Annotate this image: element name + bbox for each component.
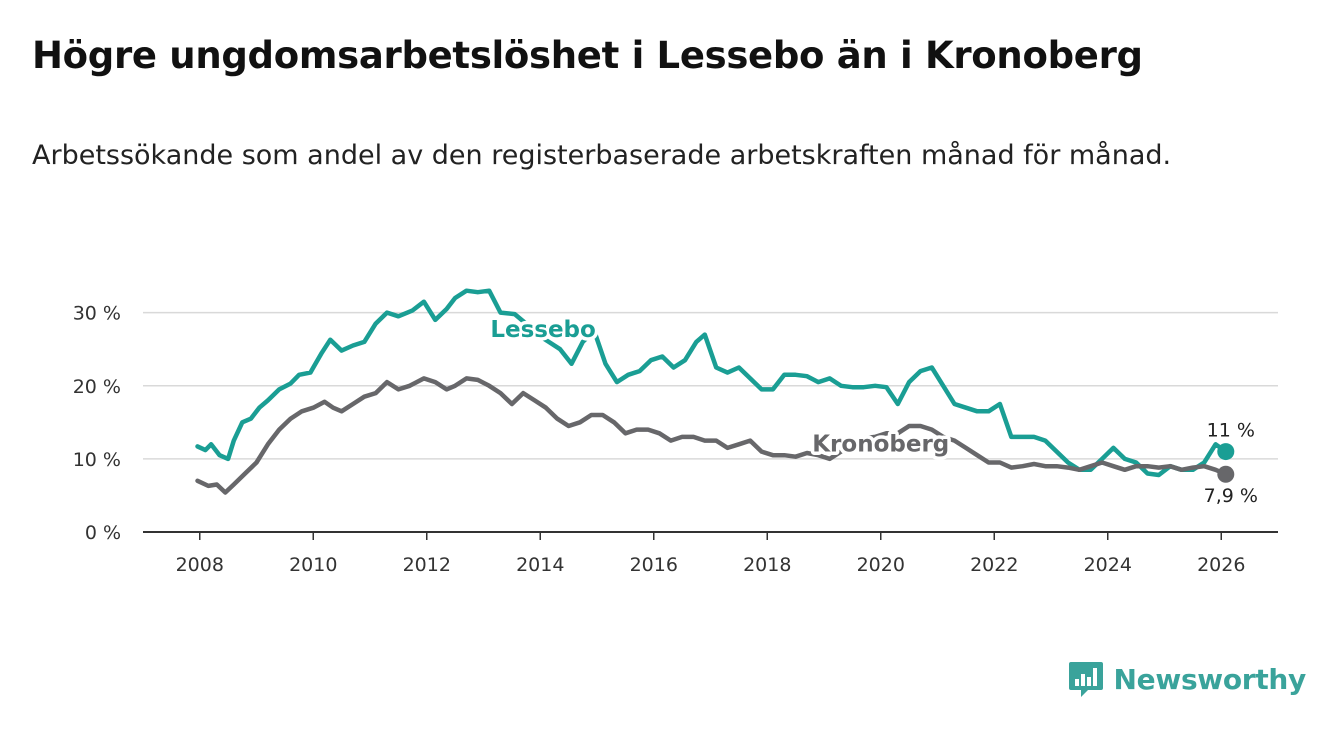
series-lines — [195, 288, 1235, 495]
series-label-kronoberg: Kronoberg — [812, 432, 949, 458]
end-value-label-kronoberg: 7,9 % — [1204, 485, 1258, 507]
x-tick-label: 2008 — [176, 554, 224, 576]
end-marker-kronoberg — [1217, 465, 1235, 483]
y-axis-ticks: 0 % 10 % 20 % 30 % — [73, 303, 121, 544]
newsworthy-logo-icon — [1068, 662, 1103, 697]
brand-name: Newsworthy — [1113, 662, 1307, 696]
chart-title: Högre ungdomsarbetslöshet i Lessebo än i… — [32, 34, 1143, 77]
x-tick-label: 2016 — [630, 554, 678, 576]
x-axis: 2008 2010 2012 2014 2016 2018 2020 2022 2024 2026 — [143, 531, 1278, 576]
x-tick-label: 2020 — [857, 554, 905, 576]
x-tick-label: 2014 — [516, 554, 564, 576]
series-labels: 11 % 7,9 % Lessebo Kronoberg — [487, 313, 1258, 507]
y-tick-label: 10 % — [73, 449, 121, 471]
series-line-kronoberg — [195, 376, 1229, 495]
x-tick-label: 2024 — [1084, 554, 1132, 576]
y-tick-label: 0 % — [85, 522, 121, 544]
chart-subtitle: Arbetssökande som andel av den registerb… — [32, 140, 1172, 171]
x-tick-label: 2018 — [743, 554, 791, 576]
series-line-lessebo — [195, 288, 1229, 478]
end-marker-lessebo — [1217, 443, 1235, 461]
y-tick-label: 20 % — [73, 376, 121, 398]
newsworthy-brand: Newsworthy — [1068, 660, 1306, 698]
x-tick-label: 2026 — [1197, 554, 1245, 576]
end-value-label-lessebo: 11 % — [1207, 420, 1255, 442]
x-tick-label: 2012 — [403, 554, 451, 576]
x-tick-label: 2010 — [289, 554, 337, 576]
x-tick-label: 2022 — [970, 554, 1018, 576]
y-tick-label: 30 % — [73, 303, 121, 325]
gridlines — [143, 311, 1278, 460]
series-label-lessebo: Lessebo — [490, 317, 596, 343]
